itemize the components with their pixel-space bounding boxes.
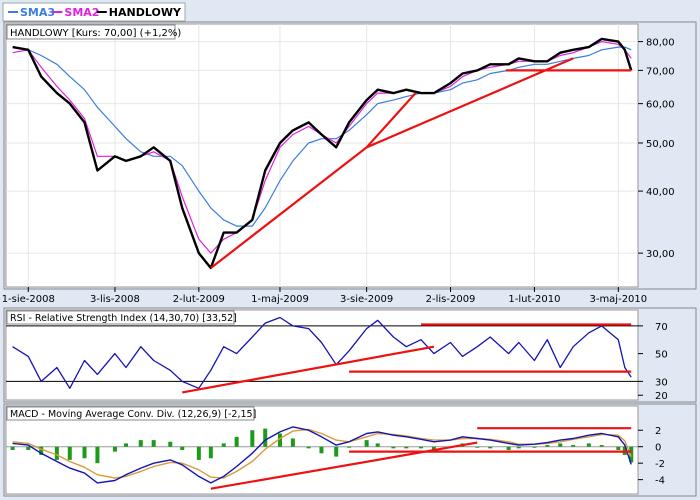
macd-histogram-bar bbox=[516, 446, 521, 449]
legend: SMA3 SMA2 HANDLOWY bbox=[2, 2, 186, 22]
macd-histogram-bar bbox=[391, 446, 396, 449]
macd-histogram-bar bbox=[124, 443, 129, 447]
rsi-ytick-label: 50 bbox=[655, 350, 668, 361]
price-xtick-label: 2-lut-2009 bbox=[173, 294, 225, 305]
series-line-macd bbox=[12, 426, 632, 484]
macd-histogram-bar bbox=[506, 446, 511, 450]
price-xtick-label: 1-sie-2008 bbox=[2, 294, 55, 305]
macd-histogram-bar bbox=[234, 436, 239, 447]
macd-histogram-bar bbox=[586, 443, 591, 447]
macd-histogram-bar bbox=[364, 440, 369, 447]
price-ytick-label: 60,00 bbox=[646, 100, 675, 111]
macd-histogram-bar bbox=[290, 438, 295, 447]
macd-histogram-bar bbox=[263, 428, 268, 447]
macd-histogram-bar bbox=[39, 446, 44, 455]
macd-panel-label: MACD - Moving Average Conv. Div. (12,26,… bbox=[10, 409, 256, 420]
macd-histogram-bar bbox=[250, 430, 255, 447]
macd-histogram-bar bbox=[319, 446, 324, 454]
legend-label-sma2: SMA2 bbox=[64, 6, 99, 19]
macd-histogram-bar bbox=[54, 446, 59, 460]
macd-ytick-label: -4 bbox=[655, 476, 665, 487]
price-ytick-label: 40,00 bbox=[646, 187, 675, 198]
macd-histogram-bar bbox=[26, 446, 31, 450]
macd-histogram-bar bbox=[208, 446, 213, 459]
macd-histogram-bar bbox=[375, 443, 380, 447]
macd-histogram-bar bbox=[196, 446, 201, 460]
macd-histogram-bar bbox=[545, 445, 550, 447]
macd-ytick-label: 0 bbox=[655, 443, 661, 454]
macd-histogram-bar bbox=[599, 445, 604, 447]
price-xtick-label: 3-sie-2009 bbox=[340, 294, 393, 305]
macd-histogram-bar bbox=[180, 446, 185, 450]
rsi-ytick-label: 70 bbox=[655, 322, 668, 333]
macd-histogram-bar bbox=[138, 440, 143, 447]
macd-ytick-label: -2 bbox=[655, 459, 665, 470]
series-line-rsi bbox=[12, 316, 632, 389]
macd-histogram-bar bbox=[616, 446, 621, 450]
macd-histogram-bar bbox=[306, 446, 311, 449]
rsi-panel: RSI - Relative Strength Index (14,30,70)… bbox=[3, 307, 697, 403]
macd-histogram-bar bbox=[82, 446, 87, 459]
macd-histogram-bar bbox=[67, 446, 72, 460]
rsi-ytick-label: 20 bbox=[655, 391, 668, 402]
macd-histogram-bar bbox=[347, 446, 352, 448]
macd-histogram-bar bbox=[419, 446, 424, 449]
price-ytick-label: 50,00 bbox=[646, 139, 675, 150]
macd-histogram-bar bbox=[571, 445, 576, 447]
price-ytick-label: 80,00 bbox=[646, 38, 675, 49]
price-trend-line bbox=[365, 92, 417, 149]
macd-histogram-bar bbox=[221, 443, 226, 447]
macd-histogram-bar bbox=[10, 446, 15, 450]
legend-label-sma3: SMA3 bbox=[20, 6, 55, 19]
macd-histogram-bar bbox=[404, 446, 409, 449]
price-panel: HANDLOWY [Kurs: 70,00] (+1,2%) 80,00 70,0… bbox=[2, 21, 697, 305]
price-xtick-label: 3-maj-2010 bbox=[589, 294, 647, 305]
macd-histogram-bar bbox=[95, 446, 100, 464]
price-xtick-label: 2-lis-2009 bbox=[426, 294, 476, 305]
price-xtick-label: 3-lis-2008 bbox=[90, 294, 140, 305]
macd-histogram-bar bbox=[151, 440, 156, 447]
legend-label-handlowy: HANDLOWY bbox=[109, 6, 182, 19]
macd-histogram-bar bbox=[168, 441, 173, 447]
price-plot-area bbox=[5, 23, 639, 288]
price-trend-line bbox=[366, 57, 574, 149]
macd-histogram-bar bbox=[629, 446, 634, 463]
price-ytick-label: 30,00 bbox=[646, 249, 675, 260]
macd-ytick-label: 2 bbox=[655, 426, 661, 437]
macd-histogram-bar bbox=[277, 433, 282, 447]
macd-trend-line bbox=[210, 441, 478, 490]
macd-histogram-bar bbox=[532, 446, 537, 448]
macd-panel: MACD - Moving Average Conv. Div. (12,26,… bbox=[3, 403, 697, 497]
macd-histogram-bar bbox=[488, 446, 493, 449]
rsi-trend-line bbox=[182, 345, 435, 394]
macd-histogram-bar bbox=[431, 446, 436, 450]
price-ytick-label: 70,00 bbox=[646, 66, 675, 77]
macd-histogram-bar bbox=[558, 443, 563, 447]
price-panel-label: HANDLOWY [Kurs: 70,00] (+1,2%) bbox=[10, 28, 181, 39]
macd-histogram-bar bbox=[334, 446, 339, 457]
rsi-ytick-label: 30 bbox=[655, 377, 668, 388]
series-line-handlowy bbox=[12, 37, 633, 270]
price-trend-line bbox=[210, 146, 368, 269]
macd-histogram-bar bbox=[112, 446, 117, 452]
price-xtick-label: 1-lut-2010 bbox=[508, 294, 560, 305]
macd-histogram-bar bbox=[475, 446, 480, 448]
rsi-panel-label: RSI - Relative Strength Index (14,30,70)… bbox=[10, 313, 237, 324]
price-xtick-label: 1-maj-2009 bbox=[251, 294, 309, 305]
